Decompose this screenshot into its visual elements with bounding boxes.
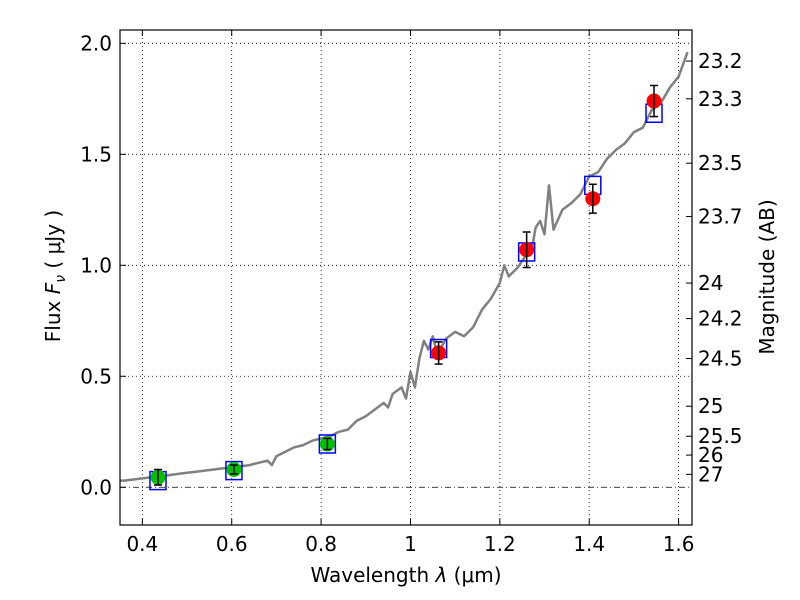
mag-tick-label: 27 <box>698 462 723 486</box>
mag-tick-label: 23.3 <box>698 87 743 111</box>
mag-tick-label: 25 <box>698 394 723 418</box>
model-flux-square <box>318 434 337 454</box>
x-tick-label: 1 <box>404 532 417 556</box>
mag-tick-label: 26 <box>698 443 723 467</box>
y2-axis-label: Magnitude (AB) <box>755 199 779 354</box>
mag-tick-label: 24 <box>698 271 723 295</box>
mag-tick-label: 24.2 <box>698 307 743 331</box>
y-tick-label: 1.5 <box>80 142 112 166</box>
x-axis-label: Wavelength λ (μm) <box>310 563 501 587</box>
x-tick-label: 0.8 <box>305 532 337 556</box>
axis-ticks: 0.4 0.6 0.8 1 1.2 1.4 1.6 0.0 0.5 1.0 1.5 2.0 23.2 23… <box>80 30 743 556</box>
y-tick-label: 0.5 <box>80 364 112 388</box>
mag-tick-label: 23.7 <box>698 204 743 228</box>
grid <box>120 30 692 525</box>
x-tick-label: 1.2 <box>484 532 516 556</box>
plot-frame <box>119 29 693 526</box>
mag-tick-label: 23.2 <box>698 49 743 73</box>
model-flux-square <box>225 460 243 481</box>
y-tick-label: 0.0 <box>80 475 112 499</box>
mag-tick-label: 24.5 <box>698 347 743 371</box>
y-tick-label: 1.0 <box>80 253 112 277</box>
y-axis-label: Flux Fν ( μJy ) <box>41 210 69 342</box>
x-tick-label: 1.4 <box>573 532 605 556</box>
mag-tick-label: 25.5 <box>698 424 743 448</box>
spectrum-line <box>120 51 689 482</box>
x-tick-label: 0.4 <box>126 532 158 556</box>
mag-tick-label: 23.5 <box>698 151 743 175</box>
data-marks <box>149 84 663 491</box>
y-tick-label: 2.0 <box>80 31 112 55</box>
x-tick-label: 0.6 <box>216 532 248 556</box>
x-tick-label: 1.6 <box>663 532 695 556</box>
